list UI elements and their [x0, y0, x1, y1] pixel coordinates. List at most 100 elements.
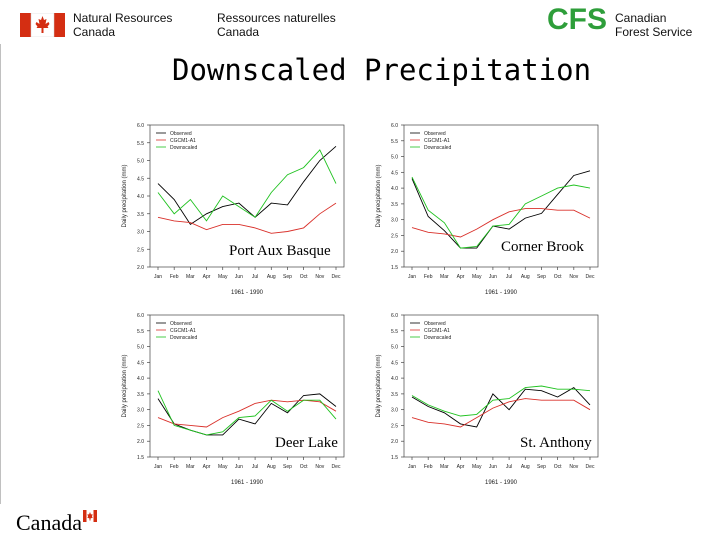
chart-corner-brook: 1.5 2.0 2.5 3.0 3.5 4.0 4.5 5.0 5.5 6.0 Jan Feb Mar A…	[366, 115, 606, 305]
x-axis-label: 1961 - 1990	[231, 290, 264, 296]
y-tick-label: 6.0	[137, 313, 144, 319]
x-tick-label: Sep	[283, 274, 292, 280]
nrcan-en-line1: Natural Resources	[73, 11, 173, 25]
x-tick-label: Jan	[154, 464, 162, 470]
legend-entry: Observed	[424, 131, 446, 137]
x-tick-label: Jun	[235, 464, 243, 470]
legend-entry: Downscaled	[424, 145, 451, 151]
plot-frame	[149, 314, 345, 458]
place-label-st-anthony: St. Anthony	[520, 435, 592, 452]
x-tick-label: Aug	[267, 464, 276, 470]
y-tick-label: 4.5	[391, 360, 398, 366]
legend-entry: Downscaled	[170, 145, 197, 151]
flag-left-bar	[20, 13, 31, 37]
x-axis-label: 1961 - 1990	[485, 290, 518, 296]
x-tick-label: Nov	[315, 464, 324, 470]
x-tick-label: Jul	[252, 464, 258, 470]
y-axis-label: Daily precipitation (mm)	[122, 164, 128, 227]
series-line-downscaled	[411, 385, 591, 417]
x-tick-label: Mar	[440, 464, 449, 470]
y-tick-label: 2.0	[137, 265, 144, 271]
y-tick-label: 2.5	[137, 423, 144, 429]
x-tick-label: Jun	[489, 464, 497, 470]
x-tick-label: Sep	[283, 464, 292, 470]
y-tick-label: 4.0	[391, 376, 398, 382]
y-tick-label: 2.0	[391, 249, 398, 255]
x-tick-label: Oct	[554, 274, 562, 280]
y-tick-label: 3.5	[137, 212, 144, 218]
y-tick-label: 3.0	[137, 408, 144, 414]
y-tick-label: 6.0	[391, 123, 398, 129]
legend-entry: CGCM1-A1	[424, 138, 450, 144]
legend-entry: CGCM1-A1	[170, 138, 196, 144]
legend-entry: Observed	[170, 131, 192, 137]
nrcan-fr-line2: Canada	[217, 25, 260, 39]
series-line-cgcm1-a1	[157, 202, 337, 234]
chart-svg-st-anthony: 1.5 2.0 2.5 3.0 3.5 4.0 4.5 5.0 5.5 6.0 Jan Feb Mar A…	[376, 313, 599, 486]
x-tick-label: Jul	[252, 274, 258, 280]
x-tick-label: Jan	[408, 464, 416, 470]
x-tick-label: Jul	[506, 274, 512, 280]
x-tick-label: Jan	[408, 274, 416, 280]
y-axis-label: Daily precipitation (mm)	[376, 354, 382, 417]
x-tick-label: Feb	[170, 274, 179, 280]
x-tick-label: Mar	[186, 464, 195, 470]
x-tick-label: Apr	[457, 274, 465, 280]
y-tick-label: 6.0	[391, 313, 398, 319]
x-tick-label: Feb	[424, 464, 433, 470]
y-tick-label: 4.0	[391, 186, 398, 192]
y-tick-label: 6.0	[137, 123, 144, 129]
series-line-downscaled	[157, 390, 337, 436]
y-tick-label: 2.0	[391, 439, 398, 445]
place-label-deer-lake: Deer Lake	[275, 435, 338, 452]
y-tick-label: 2.5	[391, 233, 398, 239]
y-tick-label: 4.5	[137, 176, 144, 182]
left-border	[0, 44, 1, 504]
canada-wordmark: Canada	[16, 510, 97, 536]
y-tick-label: 3.0	[137, 230, 144, 236]
x-tick-label: May	[218, 464, 228, 470]
legend-entry: Downscaled	[424, 335, 451, 341]
x-tick-label: Feb	[170, 464, 179, 470]
chart-svg-port-aux-basque: 2.0 2.5 3.0 3.5 4.0 4.5 5.0 5.5 6.0 Jan Feb Mar Apr M…	[122, 123, 345, 296]
nrcan-en-line2: Canada	[73, 25, 116, 39]
chart-svg-corner-brook: 1.5 2.0 2.5 3.0 3.5 4.0 4.5 5.0 5.5 6.0 Jan Feb Mar A…	[376, 123, 599, 296]
y-tick-label: 2.0	[137, 439, 144, 445]
x-tick-label: May	[218, 274, 228, 280]
cfs-logo: CFS	[547, 3, 607, 36]
canada-wordmark-text: Canada	[16, 510, 82, 535]
y-tick-label: 2.5	[391, 423, 398, 429]
chart-deer-lake: 1.5 2.0 2.5 3.0 3.5 4.0 4.5 5.0 5.5 6.0 Jan Feb Mar A…	[112, 305, 352, 495]
wordmark-flag-icon	[82, 510, 97, 522]
canada-flag	[20, 12, 65, 38]
maple-leaf-icon	[35, 16, 50, 33]
x-tick-label: Jun	[235, 274, 243, 280]
y-tick-label: 3.5	[391, 202, 398, 208]
series-line-observed	[411, 387, 591, 428]
x-axis-label: 1961 - 1990	[485, 480, 518, 486]
cfs-line2: Forest Service	[615, 25, 693, 39]
nrcan-fr-line1: Ressources naturelles	[217, 11, 336, 25]
series-line-downscaled	[411, 176, 591, 249]
plot-frame	[403, 314, 599, 458]
y-axis-label: Daily precipitation (mm)	[376, 164, 382, 227]
x-axis-label: 1961 - 1990	[231, 480, 264, 486]
x-tick-label: Dec	[332, 274, 341, 280]
x-tick-label: Dec	[586, 464, 595, 470]
x-tick-label: Oct	[554, 464, 562, 470]
legend-entry: Observed	[424, 321, 446, 327]
y-tick-label: 1.5	[391, 265, 398, 271]
x-tick-label: May	[472, 274, 482, 280]
x-tick-label: Oct	[300, 464, 308, 470]
y-axis-label: Daily precipitation (mm)	[122, 354, 128, 417]
place-label-port-aux-basque: Port Aux Basque	[229, 243, 331, 260]
x-tick-label: Jan	[154, 274, 162, 280]
x-tick-label: Aug	[521, 464, 530, 470]
chart-st-anthony: 1.5 2.0 2.5 3.0 3.5 4.0 4.5 5.0 5.5 6.0 Jan Feb Mar A…	[366, 305, 606, 495]
y-tick-label: 2.5	[137, 247, 144, 253]
y-tick-label: 4.0	[137, 376, 144, 382]
x-tick-label: Aug	[521, 274, 530, 280]
y-tick-label: 4.5	[137, 360, 144, 366]
chart-svg-deer-lake: 1.5 2.0 2.5 3.0 3.5 4.0 4.5 5.0 5.5 6.0 Jan Feb Mar A…	[122, 313, 345, 486]
chart-port-aux-basque: 2.0 2.5 3.0 3.5 4.0 4.5 5.0 5.5 6.0 Jan Feb Mar Apr M…	[112, 115, 352, 305]
